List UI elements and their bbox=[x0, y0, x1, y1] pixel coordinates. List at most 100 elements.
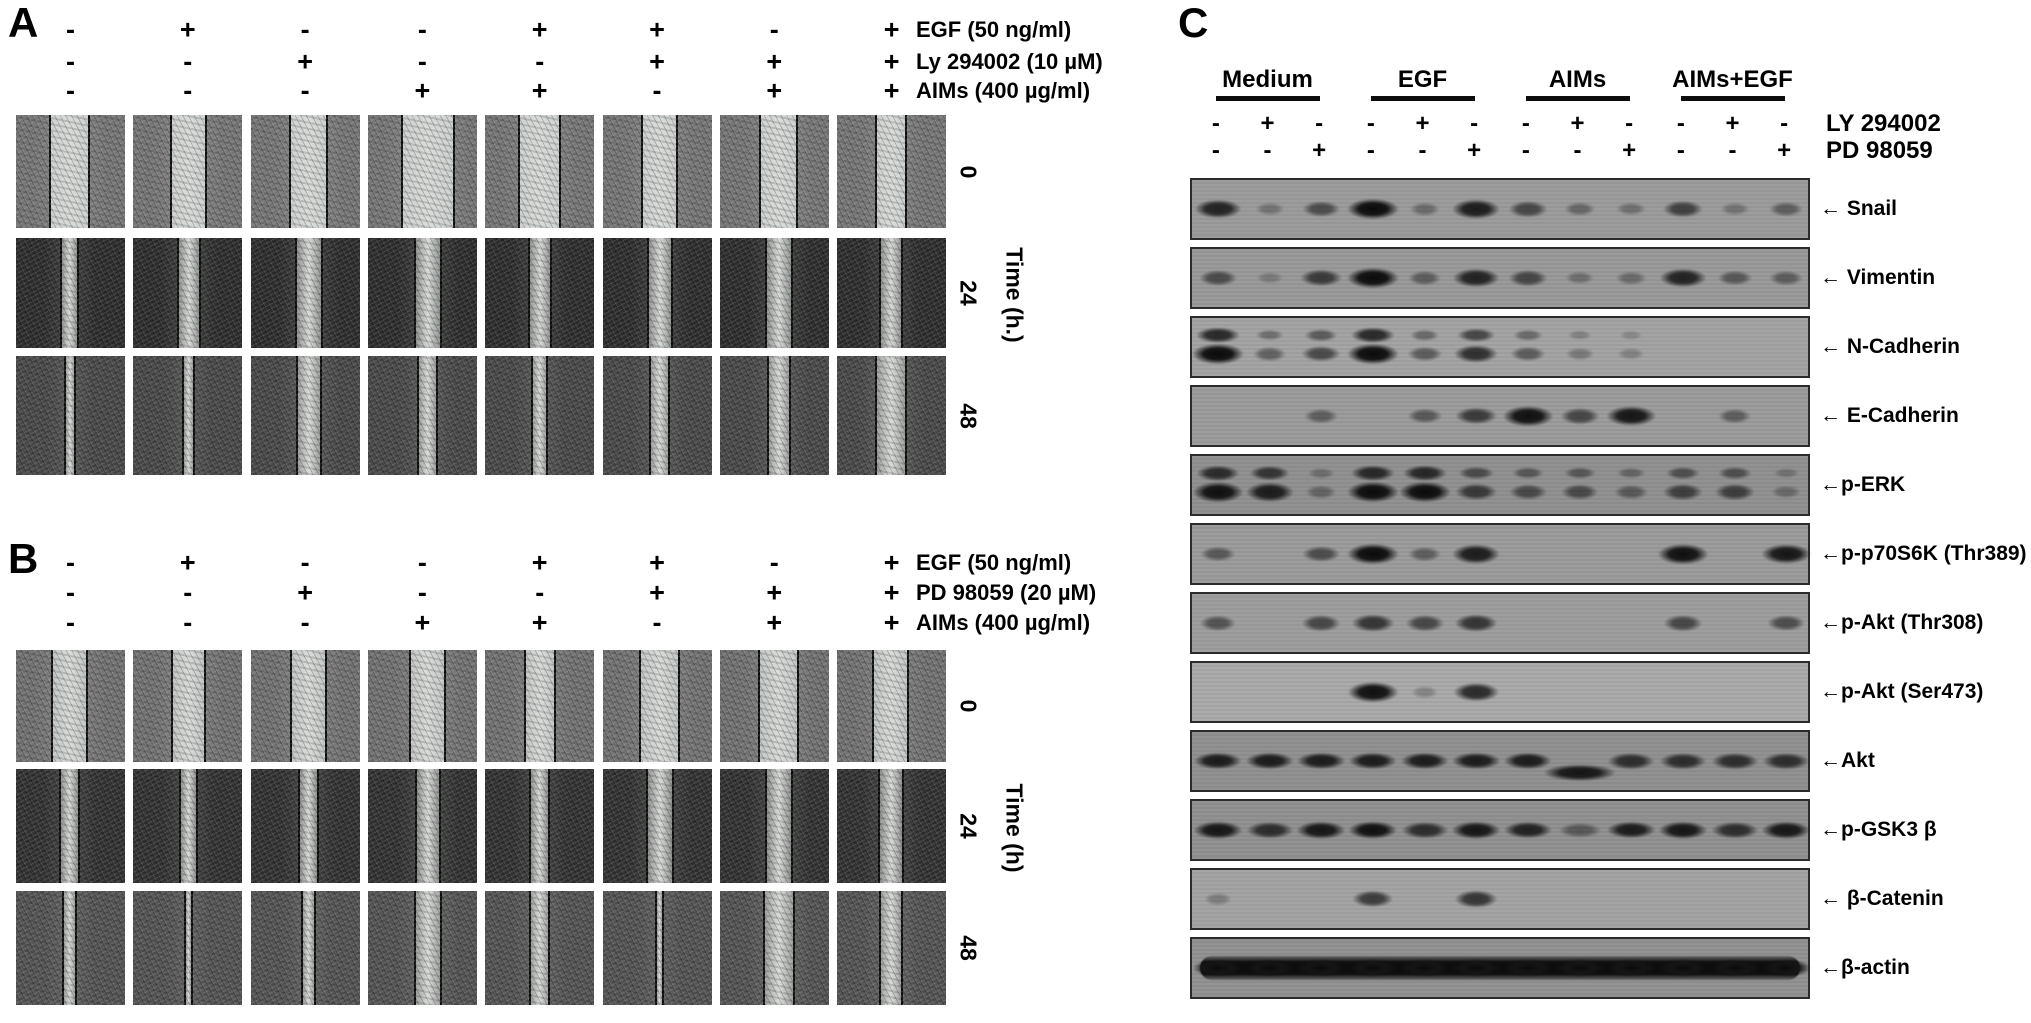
protein-band bbox=[1615, 271, 1647, 285]
wound-gap bbox=[645, 769, 674, 883]
blot-strip bbox=[1190, 523, 1811, 585]
wound-gap bbox=[64, 356, 76, 475]
wound-gap bbox=[413, 891, 442, 1005]
inhibitor-sign: - bbox=[1315, 110, 1324, 137]
protein-band bbox=[1255, 329, 1284, 341]
inhibitor-sign: - bbox=[1728, 137, 1737, 164]
inhibitor-sign: - bbox=[1780, 110, 1789, 137]
wound-tile bbox=[719, 891, 829, 1005]
cell-texture bbox=[16, 238, 125, 348]
protein-band bbox=[1301, 345, 1341, 363]
protein-band bbox=[1191, 343, 1244, 365]
wound-tile bbox=[719, 769, 829, 883]
blot-strip bbox=[1190, 937, 1812, 999]
inhibitor-sign: - bbox=[1625, 110, 1634, 137]
cell-texture bbox=[719, 356, 829, 475]
protein-band bbox=[1560, 407, 1599, 425]
cell-texture bbox=[16, 891, 125, 1005]
time-axis-title: Time (h.) bbox=[1001, 247, 1028, 343]
inhibitor-sign: - bbox=[1211, 110, 1220, 137]
wound-tile bbox=[602, 115, 712, 228]
protein-band bbox=[1662, 483, 1703, 501]
protein-band bbox=[1769, 201, 1804, 217]
protein-band bbox=[1563, 202, 1596, 216]
condition-sign: - bbox=[66, 547, 75, 578]
condition-sign: + bbox=[297, 577, 313, 608]
condition-sign: + bbox=[179, 547, 196, 578]
cell-texture bbox=[837, 891, 947, 1005]
protein-band bbox=[1351, 614, 1395, 632]
wound-tile bbox=[367, 356, 477, 475]
blot-strip bbox=[1190, 178, 1810, 240]
blot-label: ←p-ERK bbox=[1820, 473, 1906, 496]
condition-sign: - bbox=[417, 547, 427, 578]
protein-band bbox=[1198, 269, 1237, 287]
cell-texture bbox=[16, 650, 125, 762]
cell-texture bbox=[719, 891, 829, 1005]
cell-texture bbox=[133, 891, 243, 1005]
condition-label: AIMs (400 µg/ml) bbox=[916, 78, 1091, 103]
protein-band bbox=[1616, 202, 1647, 216]
protein-band bbox=[1665, 467, 1700, 480]
wound-gap bbox=[764, 769, 793, 883]
wound-gap bbox=[762, 891, 795, 1005]
group-label: AIMs+EGF bbox=[1672, 66, 1793, 93]
protein-band bbox=[1719, 202, 1750, 216]
cell-texture bbox=[485, 356, 595, 475]
protein-band bbox=[1203, 892, 1232, 906]
blot-label: ←p-Akt (Ser473) bbox=[1820, 680, 1984, 703]
condition-sign: - bbox=[300, 547, 310, 578]
protein-band bbox=[1407, 546, 1442, 562]
wound-tile bbox=[837, 238, 947, 348]
group-label: EGF bbox=[1397, 66, 1448, 93]
inhibitor-sign: - bbox=[1211, 137, 1220, 164]
wound-gap bbox=[60, 238, 79, 348]
wound-gap bbox=[872, 650, 910, 762]
protein-band bbox=[1410, 685, 1439, 699]
wound-gap bbox=[646, 238, 673, 348]
condition-sign: + bbox=[649, 547, 665, 578]
cell-texture bbox=[837, 650, 947, 762]
condition-sign: - bbox=[769, 547, 779, 578]
wound-tile bbox=[133, 650, 243, 762]
inhibitor-sign: - bbox=[1418, 137, 1427, 164]
protein-band bbox=[1307, 468, 1335, 479]
wound-tile bbox=[719, 115, 829, 228]
cell-texture bbox=[16, 356, 125, 475]
condition-sign: - bbox=[66, 75, 75, 106]
protein-band bbox=[1716, 270, 1753, 286]
time-tick: 48 bbox=[955, 935, 982, 961]
protein-band bbox=[1302, 200, 1340, 218]
protein-band bbox=[1452, 544, 1501, 564]
protein-band bbox=[1246, 821, 1293, 839]
condition-sign: - bbox=[652, 75, 662, 106]
wound-tile bbox=[485, 238, 595, 348]
wound-gap bbox=[529, 769, 551, 883]
cell-texture bbox=[367, 356, 477, 475]
cell-texture bbox=[367, 650, 477, 762]
protein-band bbox=[1405, 614, 1444, 632]
wound-tile bbox=[367, 769, 477, 883]
wound-gap bbox=[518, 115, 562, 228]
cell-texture bbox=[16, 769, 125, 883]
protein-band bbox=[1457, 328, 1495, 343]
condition-sign: + bbox=[883, 14, 900, 45]
wound-gap bbox=[294, 238, 323, 348]
cell-texture bbox=[250, 238, 360, 348]
protein-band bbox=[1508, 269, 1548, 287]
condition-sign: + bbox=[531, 14, 548, 45]
cell-texture bbox=[250, 115, 360, 228]
cell-texture bbox=[485, 891, 595, 1005]
protein-band bbox=[1455, 483, 1497, 501]
wound-gap bbox=[528, 238, 553, 348]
wound-tile bbox=[837, 115, 947, 228]
condition-sign: - bbox=[300, 75, 310, 106]
protein-band bbox=[1761, 543, 1811, 565]
inhibitor-sign: - bbox=[1470, 110, 1479, 137]
wound-gap bbox=[179, 769, 199, 883]
protein-band bbox=[1352, 890, 1394, 908]
cell-texture bbox=[133, 238, 243, 348]
inhibitor-sign: + bbox=[1312, 137, 1327, 164]
wound-tile bbox=[16, 769, 125, 883]
